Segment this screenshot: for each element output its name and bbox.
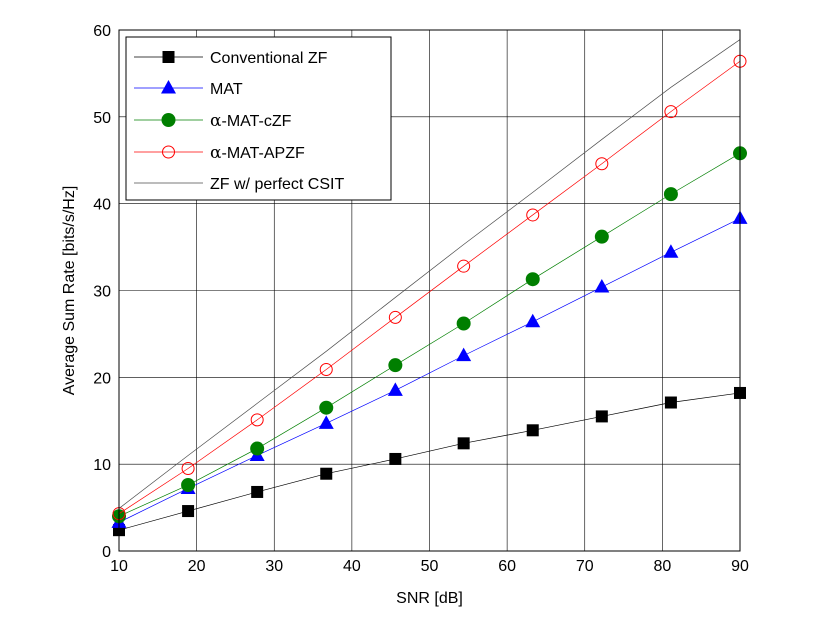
data-point-alpha-mat-czf [250, 441, 265, 456]
y-tick-label: 30 [93, 284, 111, 301]
series-line-zf-perfect-csit [118, 39, 741, 509]
y-tick-label: 60 [93, 23, 111, 40]
data-point-alpha-mat-apzf [457, 259, 471, 273]
data-point-alpha-mat-apzf [664, 105, 678, 119]
y-tick-label: 10 [93, 457, 111, 474]
legend-label-alpha-mat-apzf: α-MAT-APZF [210, 143, 305, 163]
series-line-mat [118, 218, 741, 523]
data-point-alpha-mat-czf [594, 229, 609, 244]
series-alpha-mat-apzf [112, 54, 747, 521]
legend: Conventional ZF MAT α-MAT-cZF α-MAT-APZF ZF … [125, 36, 392, 201]
data-point-alpha-mat-apzf [250, 413, 264, 427]
data-point-conventional-zf [457, 437, 470, 450]
data-point-alpha-mat-apzf [388, 310, 402, 324]
data-point-alpha-mat-apzf [595, 157, 609, 171]
data-point-alpha-mat-czf [319, 400, 334, 415]
data-point-conventional-zf [389, 452, 402, 465]
data-point-alpha-mat-czf [181, 478, 196, 493]
legend-marker-conventional-zf [162, 51, 175, 63]
data-point-mat [387, 382, 403, 396]
data-point-alpha-mat-czf [388, 358, 403, 373]
y-tick-label: 20 [93, 370, 111, 387]
legend-label-mat: MAT [210, 81, 243, 98]
data-point-conventional-zf [664, 396, 677, 409]
series-line-alpha-mat-apzf [118, 60, 741, 514]
legend-marker-mat [161, 80, 176, 94]
x-tick-label: 40 [343, 558, 361, 575]
legend-marker-alpha-mat-czf [161, 113, 176, 127]
x-tick-label: 50 [421, 558, 439, 575]
x-tick-label: 60 [498, 558, 516, 575]
series-line-conventional-zf [118, 392, 741, 531]
series-conventional-zf [113, 386, 746, 537]
data-point-mat [594, 279, 610, 293]
data-point-conventional-zf [526, 424, 539, 437]
y-tick-label: 0 [102, 544, 111, 561]
grid [118, 29, 741, 552]
y-tick-label: 50 [93, 110, 111, 127]
x-axis-label: SNR [dB] [396, 590, 463, 607]
data-point-conventional-zf [182, 505, 195, 518]
data-point-mat [318, 415, 334, 429]
data-point-alpha-mat-apzf [181, 462, 195, 476]
data-point-alpha-mat-apzf [319, 363, 333, 377]
data-point-alpha-mat-apzf [526, 208, 540, 222]
legend-label-zf-perfect-csit: ZF w/ perfect CSIT [210, 176, 344, 193]
data-point-conventional-zf [251, 485, 264, 498]
x-tick-label: 10 [110, 558, 128, 575]
x-tick-label: 30 [265, 558, 283, 575]
data-point-alpha-mat-czf [525, 272, 540, 287]
plot-frame [118, 29, 741, 552]
x-tick-label: 90 [731, 558, 749, 575]
legend-label-conventional-zf: Conventional ZF [210, 50, 328, 67]
legend-label-alpha-mat-czf: α-MAT-cZF [210, 111, 292, 131]
data-point-mat [456, 347, 472, 362]
data-point-mat [663, 244, 679, 258]
y-axis-label: Average Sum Rate [bits/s/Hz] [61, 186, 78, 396]
series-mat [111, 210, 748, 528]
series-line-alpha-mat-czf [118, 153, 741, 517]
series-zf-perfect-csit [118, 39, 741, 509]
data-point-alpha-mat-czf [456, 316, 471, 331]
x-tick-label: 20 [188, 558, 206, 575]
data-point-alpha-mat-czf [663, 187, 678, 202]
x-tick-label: 80 [653, 558, 671, 575]
data-point-mat [525, 313, 541, 328]
x-tick-label: 70 [576, 558, 594, 575]
data-point-conventional-zf [595, 410, 608, 423]
legend-marker-alpha-mat-apzf [162, 145, 175, 159]
data-point-conventional-zf [320, 467, 333, 480]
y-tick-label: 40 [93, 197, 111, 214]
